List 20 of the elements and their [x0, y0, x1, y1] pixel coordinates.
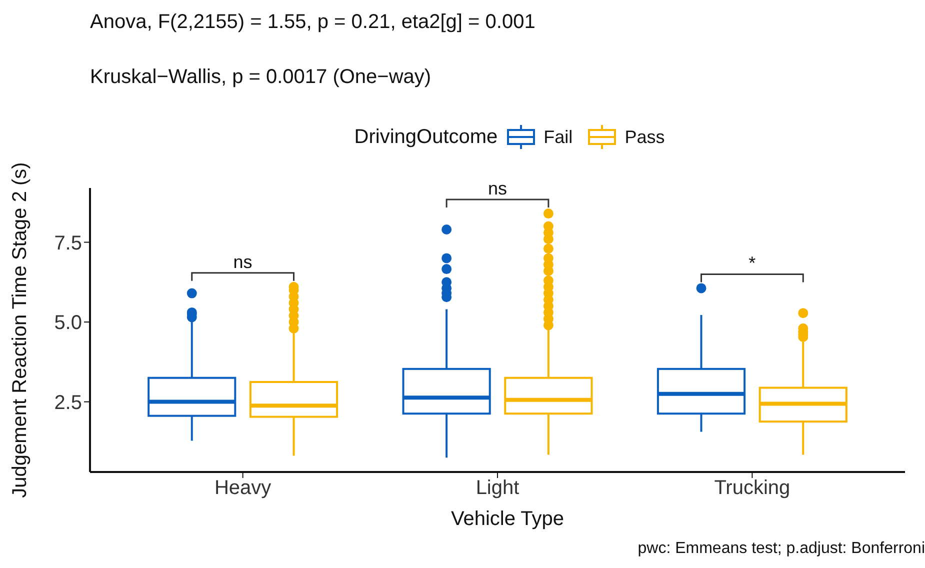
- annotation: ns: [488, 178, 508, 199]
- x-tick-label: Heavy: [214, 477, 272, 500]
- legend-title: DrivingOutcome: [354, 126, 498, 148]
- bracket: *: [700, 253, 804, 282]
- y-tick-label: 2.5: [54, 392, 82, 414]
- legend-label: Pass: [624, 126, 665, 148]
- y-tick-label: 5.0: [54, 312, 82, 334]
- chart-subtitle: Kruskal−Wallis, p = 0.0017 (One−way): [90, 66, 432, 89]
- x-axis-title: Vehicle Type: [450, 508, 566, 531]
- annotation: *: [748, 253, 756, 274]
- text: pwc: Emmeans test; p.adjust: Bonferroni: [638, 540, 925, 558]
- legend-label: Fail: [544, 126, 573, 148]
- x-tick-label: Light: [476, 477, 520, 500]
- x-tick-label: Trucking: [714, 477, 790, 500]
- chart-title: Anova, F(2,2155) = 1.55, p = 0.21, eta2[g] = 0.001: [90, 11, 536, 34]
- y-axis-title: Judgement Reaction Time Stage 2 (s): [8, 161, 32, 500]
- bracket: ns: [191, 252, 294, 281]
- annotation: ns: [233, 252, 252, 272]
- bracket: ns: [446, 180, 550, 208]
- y-tick-label: 7.5: [54, 232, 82, 254]
